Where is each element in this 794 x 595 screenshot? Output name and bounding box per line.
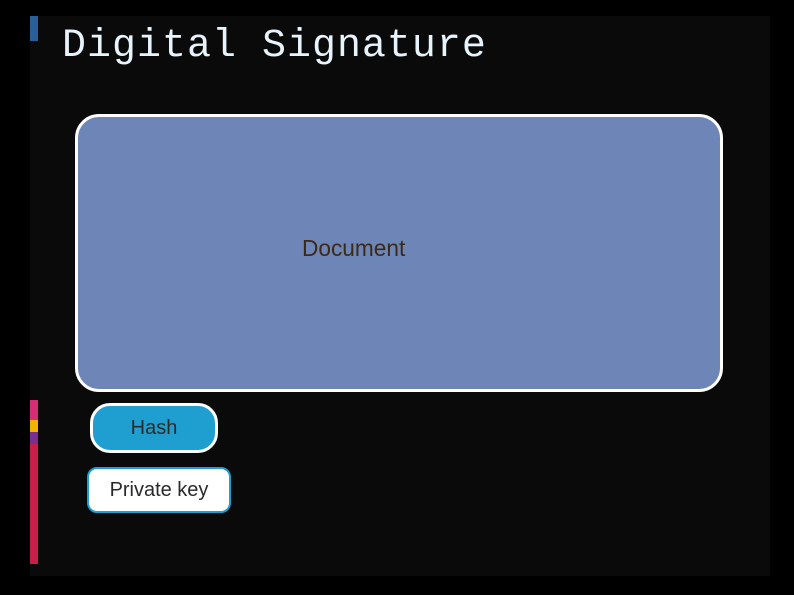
accent-bar-2: [30, 432, 38, 444]
left-accent-stack: [30, 400, 38, 564]
document-label: Document: [302, 235, 405, 262]
private-key-node: Private key: [87, 467, 231, 513]
left-accent-top: [30, 16, 38, 41]
hash-label: Hash: [131, 417, 178, 440]
slide-title: Digital Signature: [62, 24, 487, 69]
accent-bar-3: [30, 444, 38, 564]
accent-bar-1: [30, 420, 38, 432]
private-key-label: Private key: [110, 479, 209, 502]
accent-bar-0: [30, 400, 38, 420]
hash-node: Hash: [90, 403, 218, 453]
